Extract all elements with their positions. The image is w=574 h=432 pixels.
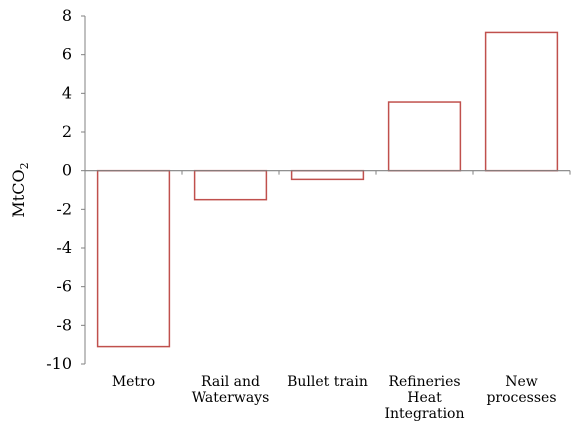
x-tick-label: Metro [112,374,155,390]
x-tick-label-line: Heat [407,390,442,406]
y-tick-label: 6 [62,45,72,64]
x-tick-label-line: Bullet train [287,374,368,390]
y-axis-title-subscript: 2 [18,162,31,169]
x-tick-label-line: Refineries [388,374,460,390]
x-tick-label: New processes [486,374,556,406]
bar [96,169,171,348]
bar [484,31,559,172]
x-tick-label-line: Rail and [201,374,260,390]
x-tick-label-line: Waterways [192,390,270,406]
y-tick-label: -8 [56,315,72,334]
bar [387,101,462,172]
y-tick-label: 4 [62,83,72,102]
x-tick-label-line: New [505,374,538,390]
x-tick-label-line: processes [486,390,556,406]
y-tick-label: -4 [56,238,72,257]
y-tick-label: -6 [56,277,72,296]
y-axis-title-main: MtCO [9,169,28,217]
bar [193,169,268,201]
y-tick-label: 2 [62,122,72,141]
x-tick-label-line: Integration [384,406,464,422]
y-axis: 8 6 4 2 0 -2 -4 -6 -8 -10 [46,6,86,373]
bar [290,169,365,181]
x-tick-label: Refineries Heat Integration [384,374,464,422]
x-tick-label-line: Metro [112,374,155,390]
x-tick-label: Bullet train [287,374,368,390]
zero-line-group [85,170,571,175]
x-tick-label: Rail and Waterways [192,374,270,406]
y-tick-label: -10 [46,354,72,373]
y-axis-title: MtCO2 [9,162,31,217]
y-tick-label: -2 [56,199,72,218]
y-tick-label: 8 [62,6,72,25]
bars [96,31,559,348]
y-tick-label: 0 [62,161,72,180]
x-axis-labels: Metro Rail and Waterways Bullet train Refine… [112,374,557,422]
